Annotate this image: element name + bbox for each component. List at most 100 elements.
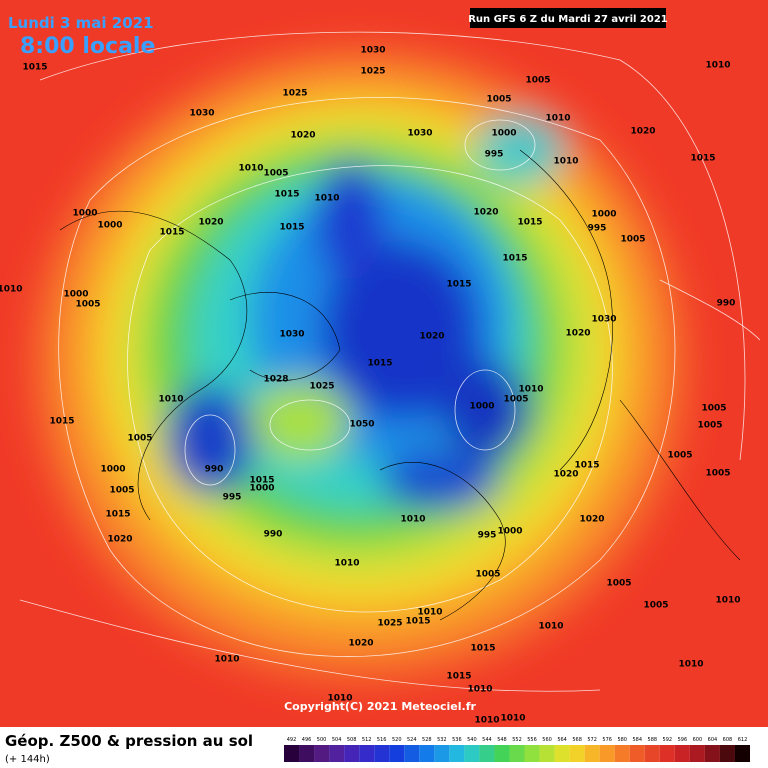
isobar-label: 990 [717, 299, 736, 309]
isobars [19, 31, 761, 692]
colorbar-tick: 580 [617, 737, 627, 743]
colorbar-tick: 520 [392, 737, 402, 743]
colorbar-swatch [539, 745, 555, 762]
colorbar-swatch [419, 745, 435, 762]
isobar-label: 1050 [349, 420, 374, 430]
colorbar-swatch [434, 745, 450, 762]
colorbar-swatch [389, 745, 405, 762]
colorbar-tick: 544 [482, 737, 492, 743]
isobar-label: 1015 [159, 228, 184, 238]
colorbar-tick: 504 [332, 737, 342, 743]
isobar-label: 1030 [591, 315, 616, 325]
isobar-label: 1015 [502, 254, 527, 264]
isobar-label: 1000 [591, 210, 616, 220]
colorbar-swatch [644, 745, 660, 762]
colorbar-swatch [614, 745, 630, 762]
colorbar-swatch [554, 745, 570, 762]
isobar-label: 1010 [327, 694, 352, 704]
colorbar-swatch [689, 745, 705, 762]
isobar-label: 1015 [249, 476, 274, 486]
isobar-label: 990 [205, 465, 224, 475]
colorbar-swatch [359, 745, 375, 762]
colorbar-tick: 568 [572, 737, 582, 743]
isobar-label: 1025 [282, 89, 307, 99]
colorbar-swatch [569, 745, 585, 762]
isobar-label: 1000 [497, 527, 522, 537]
isobar-label: 1025 [309, 382, 334, 392]
colorbar-swatch [629, 745, 645, 762]
isobar-label: 1015 [690, 154, 715, 164]
isobar-label: 1020 [290, 131, 315, 141]
colorbar-swatch [509, 745, 525, 762]
colorbar-swatch [314, 745, 330, 762]
colorbar-swatch [659, 745, 675, 762]
isobar-label: 1010 [538, 622, 563, 632]
isobar-label: 1005 [620, 235, 645, 245]
isobar-label: 995 [485, 150, 504, 160]
isobar-label: 1005 [486, 95, 511, 105]
isobar-label: 1000 [491, 129, 516, 139]
isobar-label: 1020 [473, 208, 498, 218]
isobar-label: 1005 [127, 434, 152, 444]
isobar-label: 1000 [100, 465, 125, 475]
isobar-label: 995 [223, 493, 242, 503]
isobar-label: 1005 [701, 404, 726, 414]
isobar-label: 1015 [517, 218, 542, 228]
isobar-label: 1005 [503, 395, 528, 405]
isobar-label: 1005 [263, 169, 288, 179]
isobar-label: 1015 [470, 644, 495, 654]
isobar-label: 1010 [553, 157, 578, 167]
isobar-label: 1005 [75, 300, 100, 310]
isobar-label: 1020 [553, 470, 578, 480]
isobar-label: 1000 [469, 402, 494, 412]
colorbar-tick: 548 [497, 737, 507, 743]
colorbar-swatch [374, 745, 390, 762]
isobar-label: 1005 [525, 76, 550, 86]
isobar-label: 1000 [72, 209, 97, 219]
isobar-label: 1005 [475, 570, 500, 580]
isobar-label: 1005 [705, 469, 730, 479]
colorbar-tick: 572 [587, 737, 597, 743]
colorbar-swatch [719, 745, 735, 762]
colorbar-swatch [734, 745, 750, 762]
colorbar-tick: 540 [467, 737, 477, 743]
isobar-label: 1010 [474, 716, 499, 726]
colorbar-swatch [449, 745, 465, 762]
colorbar-swatch [704, 745, 720, 762]
isobar-label: 1030 [279, 330, 304, 340]
isobar-label: 1010 [678, 660, 703, 670]
colorbar-tick: 512 [362, 737, 372, 743]
isobar-label: 1005 [667, 451, 692, 461]
isobar-label: 1015 [405, 617, 430, 627]
isobar-label: 1015 [105, 510, 130, 520]
isobar-label: 1005 [697, 421, 722, 431]
isobar-label: 1010 [0, 285, 23, 295]
colorbar-tick: 604 [708, 737, 718, 743]
copyright: Copyright(C) 2021 Meteociel.fr [284, 700, 476, 713]
isobar-label: 1010 [314, 194, 339, 204]
isobar-label: 1010 [545, 114, 570, 124]
colorbar-swatch [524, 745, 540, 762]
isobar-label: 1010 [705, 61, 730, 71]
isobar-label: 1010 [334, 559, 359, 569]
colorbar-swatch [494, 745, 510, 762]
footer-title: Géop. Z500 & pression au sol [5, 732, 253, 750]
isobar-label: 1010 [238, 164, 263, 174]
height-field [30, 45, 690, 685]
colorbar-tick: 492 [287, 737, 297, 743]
time: 8:00 locale [20, 34, 155, 59]
isobar-label: 1030 [360, 46, 385, 56]
isobar-label: 1010 [715, 596, 740, 606]
isobar-label: 1015 [22, 63, 47, 73]
colorbar-swatch [584, 745, 600, 762]
isobar-label: 1015 [279, 223, 304, 233]
colorbar-swatch [329, 745, 345, 762]
isobar-label: 1020 [630, 127, 655, 137]
isobar-label: 1010 [518, 385, 543, 395]
colorbar-tick: 556 [527, 737, 537, 743]
colorbar-swatch [344, 745, 360, 762]
colorbar-swatch [284, 745, 300, 762]
isobar-label: 1010 [400, 515, 425, 525]
colorbar-tick: 536 [452, 737, 462, 743]
